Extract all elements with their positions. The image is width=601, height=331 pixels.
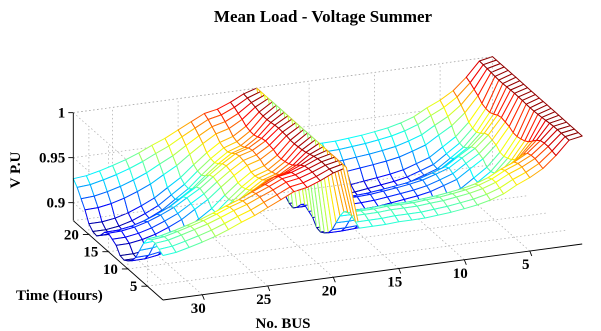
x-axis-label: No. BUS (255, 316, 310, 331)
x-tick (201, 294, 205, 300)
x-tick-label: 10 (453, 266, 468, 282)
voltage-surface-mesh (72, 56, 583, 262)
z-tick-label: 0.9 (47, 196, 66, 212)
x-tick (267, 285, 271, 292)
grid-line (127, 212, 548, 270)
x-tick-label: 25 (256, 292, 271, 308)
y-axis-line (73, 220, 164, 301)
y-tick-label: 15 (83, 245, 98, 261)
x-tick (332, 277, 336, 283)
back-floor-line (73, 164, 493, 221)
axes-box (72, 56, 583, 301)
x-tick (398, 268, 402, 274)
x-tick-label: 5 (522, 257, 530, 273)
y-tick-label: 10 (103, 262, 118, 278)
x-tick (463, 259, 467, 265)
surface-cell (564, 132, 583, 141)
y-tick-label: 20 (64, 227, 79, 243)
z-tick-label: 1 (58, 106, 66, 122)
x-tick (529, 250, 533, 257)
x-tick-label: 15 (387, 275, 402, 291)
x-tick-label: 30 (191, 301, 206, 317)
z-tick-label: 0.95 (39, 151, 65, 167)
x-tick-label: 20 (322, 283, 337, 299)
z-axis-label: V P.U (8, 151, 24, 188)
x-axis-line (162, 243, 583, 301)
y-axis-label: Time (Hours) (16, 288, 103, 304)
grid-line (73, 56, 493, 113)
y-tick-label: 5 (130, 279, 138, 295)
grid-line (147, 229, 567, 287)
top-back-line (73, 56, 493, 113)
chart-title: Mean Load - Voltage Summer (214, 7, 433, 26)
